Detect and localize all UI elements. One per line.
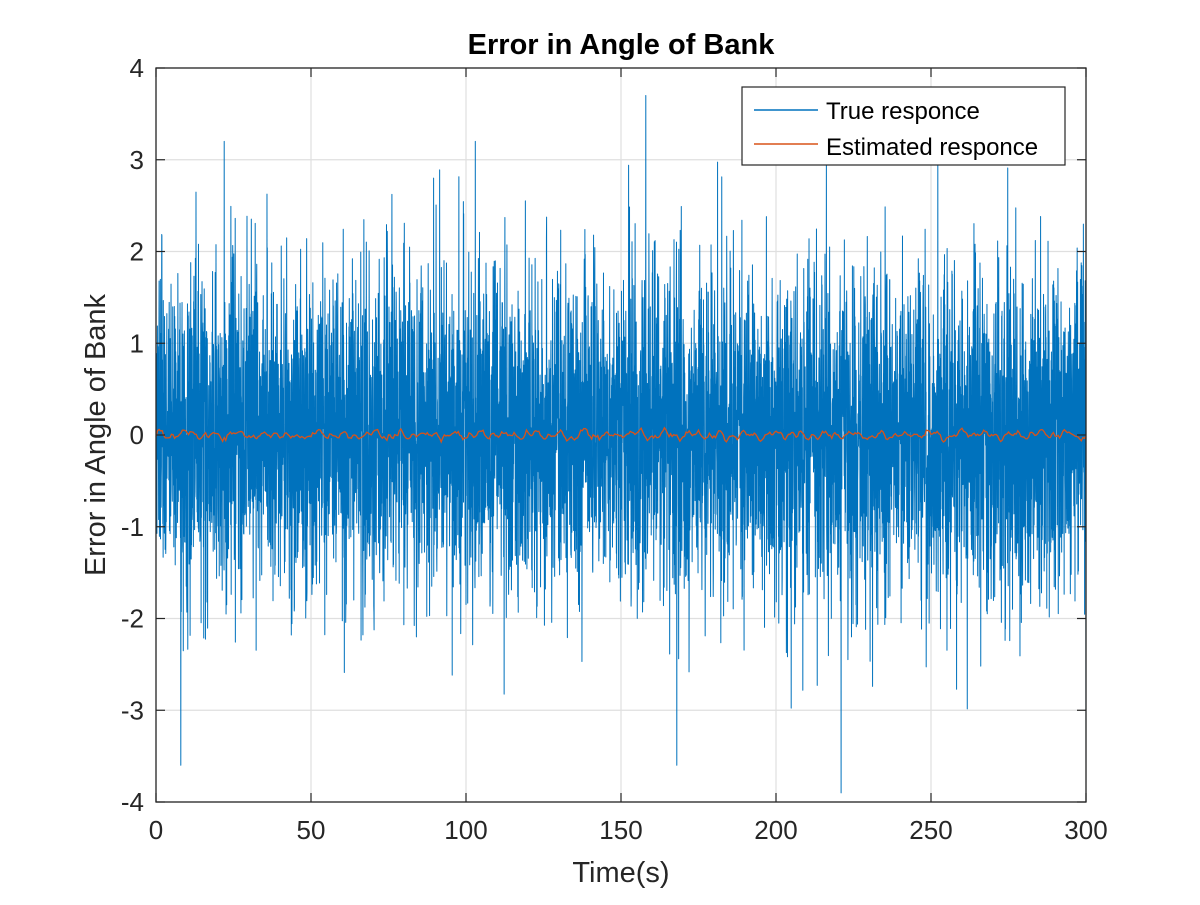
x-tick-label: 300: [1064, 815, 1107, 845]
axes: [155, 67, 1087, 803]
x-axis-label: Time(s): [572, 857, 669, 889]
y-tick-label: -1: [121, 512, 144, 542]
x-tick-label: 50: [297, 815, 326, 845]
legend-label-estimated-responce: Estimated responce: [826, 134, 1038, 161]
x-tick-label: 150: [599, 815, 642, 845]
x-tick-label: 0: [149, 815, 163, 845]
y-tick-label: 4: [130, 53, 144, 83]
tick-labels: 0 50 100 150 200 250 300 -4 -3 -2 -1 0 1 2 3 4: [121, 53, 1108, 845]
x-tick-label: 100: [444, 815, 487, 845]
series-line-true-responce: [155, 95, 1087, 794]
y-tick-label: 1: [130, 328, 144, 358]
y-tick-label: -3: [121, 695, 144, 725]
legend: True responce Estimated responce: [741, 86, 1066, 166]
y-axis-label: Error in Angle of Bank: [80, 293, 112, 576]
plot-data: [155, 95, 1087, 794]
chart-title: Error in Angle of Bank: [468, 29, 776, 61]
y-tick-label: 3: [130, 145, 144, 175]
legend-box: [741, 86, 1066, 166]
y-tick-label: -4: [121, 787, 144, 817]
x-tick-label: 250: [909, 815, 952, 845]
y-tick-label: -2: [121, 604, 144, 634]
series-line-estimated-responce: [155, 426, 1087, 444]
legend-label-true-responce: True responce: [826, 98, 980, 125]
x-tick-label: 200: [754, 815, 797, 845]
y-tick-label: 2: [130, 237, 144, 267]
y-tick-label: 0: [130, 420, 144, 450]
